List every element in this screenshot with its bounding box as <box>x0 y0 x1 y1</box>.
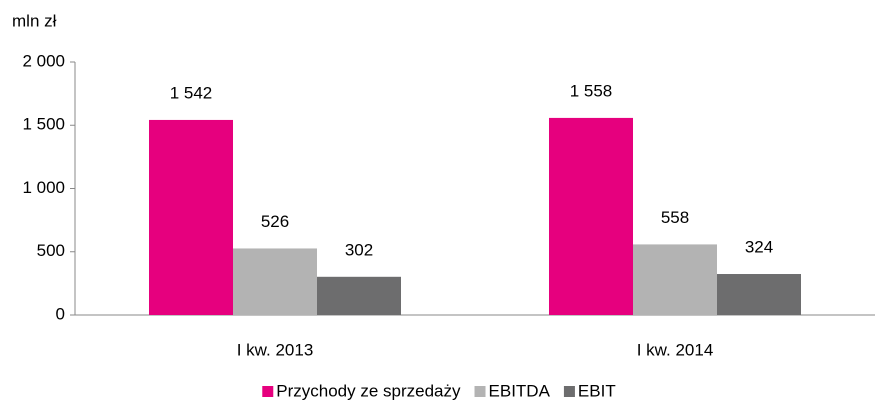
y-tick-label: 1 000 <box>22 178 65 197</box>
value-label: 1 558 <box>570 81 613 100</box>
y-tick-label: 1 500 <box>22 115 65 134</box>
bar <box>149 119 233 315</box>
legend-label: Przychody ze sprzedaży <box>276 381 461 400</box>
y-axis-label: mln zł <box>12 11 57 30</box>
value-label: 302 <box>345 240 373 259</box>
bar <box>633 244 717 315</box>
value-label: 324 <box>745 237 773 256</box>
value-label: 1 542 <box>170 83 213 102</box>
x-tick-label: I kw. 2013 <box>237 340 314 359</box>
bar <box>717 274 801 315</box>
value-label: 526 <box>261 212 289 231</box>
legend-label: EBIT <box>578 381 616 400</box>
legend-swatch <box>474 386 486 397</box>
legend-label: EBITDA <box>489 381 551 400</box>
legend-swatch <box>563 386 575 397</box>
bar <box>549 117 633 316</box>
bar <box>317 276 401 315</box>
bar <box>233 248 317 315</box>
x-tick-label: I kw. 2014 <box>637 340 714 359</box>
value-label: 558 <box>661 208 689 227</box>
y-tick-label: 2 000 <box>22 51 65 70</box>
y-tick-label: 500 <box>37 241 65 260</box>
y-tick-label: 0 <box>56 304 65 323</box>
legend-swatch <box>262 386 274 397</box>
